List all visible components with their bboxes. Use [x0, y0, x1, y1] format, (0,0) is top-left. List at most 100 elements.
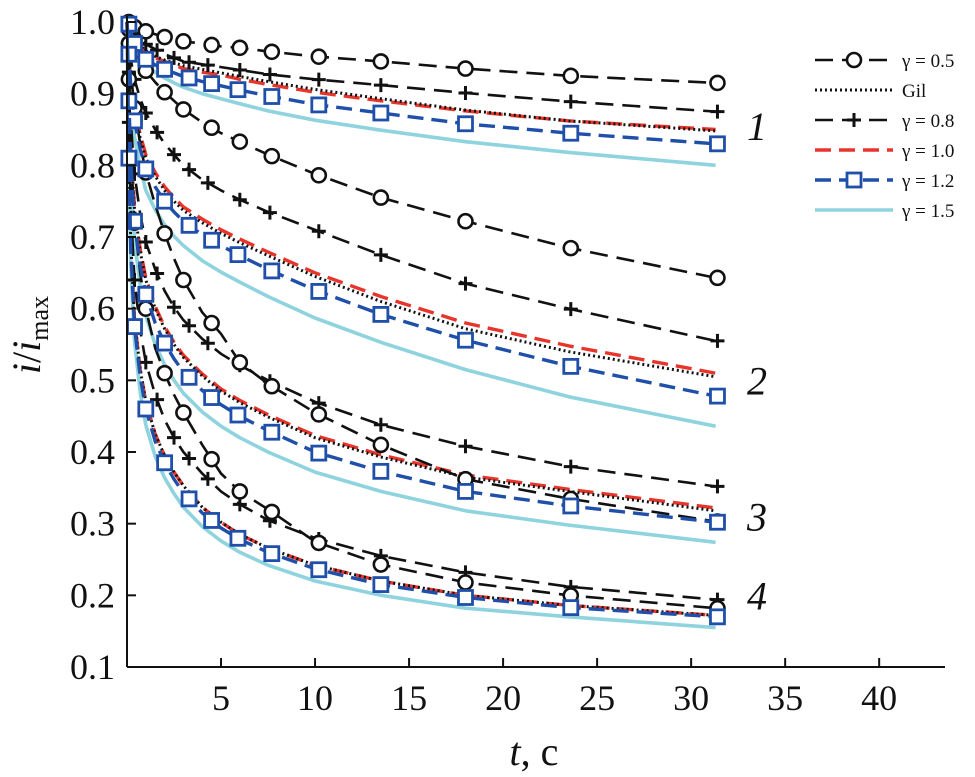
- data-point-circle: [310, 534, 328, 552]
- data-point-square: [137, 160, 155, 178]
- data-point-square: [180, 490, 198, 508]
- data-point-circle: [263, 503, 281, 521]
- data-point-square: [562, 124, 580, 142]
- legend-marker-circle: [845, 51, 863, 69]
- data-point-square: [372, 305, 390, 323]
- y-tick-label: 0.2: [70, 575, 115, 615]
- data-point-plus: [182, 451, 197, 466]
- data-point-square: [562, 497, 580, 515]
- legend-label: γ = 1.2: [901, 171, 954, 192]
- data-point-square: [203, 75, 221, 93]
- x-axis-title: t, c: [510, 729, 559, 774]
- data-point-square: [126, 318, 143, 335]
- legend-item: γ = 1.2: [815, 171, 954, 192]
- data-point-plus: [262, 205, 277, 220]
- data-point-circle: [562, 67, 580, 85]
- data-point-plus: [167, 50, 182, 65]
- data-point-circle: [372, 189, 390, 206]
- series-line: [125, 21, 716, 513]
- data-point-plus: [563, 94, 578, 109]
- data-point-square: [156, 192, 174, 210]
- data-point-square: [137, 400, 155, 418]
- data-point-square: [310, 96, 328, 114]
- y-tick-label: 0.8: [70, 145, 115, 185]
- data-point-square: [372, 576, 390, 593]
- curve-label: 4: [747, 573, 767, 618]
- curve-labels: 1 2 3 4: [746, 104, 767, 618]
- data-point-circle: [231, 354, 249, 371]
- data-point-circle: [457, 574, 474, 591]
- data-point-plus: [182, 318, 197, 333]
- data-point-circle: [175, 101, 192, 118]
- data-point-square: [457, 331, 474, 349]
- data-point-circle: [156, 364, 173, 382]
- data-point-plus: [373, 247, 388, 262]
- data-point-circle: [156, 28, 173, 46]
- data-point-plus: [182, 162, 197, 177]
- data-point-circle: [562, 239, 580, 257]
- series-line: [125, 21, 716, 545]
- series-line: [126, 20, 716, 133]
- curve-label: 1: [747, 104, 767, 149]
- data-point-plus: [150, 43, 165, 58]
- data-point-square: [203, 231, 221, 249]
- series-line: [125, 21, 716, 379]
- data-point-circle: [175, 271, 192, 289]
- y-tick-label: 0.5: [70, 360, 115, 400]
- legend-marker-square: [845, 171, 863, 189]
- data-point-circle: [372, 556, 390, 573]
- series-line: [125, 21, 716, 510]
- data-point-square: [229, 81, 247, 99]
- series-line: [125, 21, 716, 428]
- data-point-square: [457, 483, 474, 500]
- legend-label: γ = 1.5: [901, 201, 954, 222]
- data-point-square: [263, 88, 281, 105]
- data-point-plus: [200, 471, 215, 486]
- data-point-square: [263, 262, 281, 280]
- data-point-square: [310, 444, 328, 462]
- series-1-black-dash-plus: [121, 15, 725, 119]
- data-point-circle: [709, 269, 726, 287]
- data-point-square: [457, 589, 474, 606]
- x-tick-label: 10: [297, 678, 333, 718]
- legend: γ = 0.5 Gil γ = 0.8 γ = 1.0 γ = 1.2 γ = 1.5: [815, 51, 954, 222]
- legend-item: γ = 1.0: [815, 141, 954, 162]
- y-tick-label: 1.0: [70, 2, 115, 42]
- y-tick-label: 0.7: [70, 217, 115, 257]
- data-point-square: [229, 406, 247, 424]
- data-point-square: [709, 387, 726, 405]
- data-point-circle: [203, 119, 220, 137]
- series-2-black-dot: [125, 21, 716, 379]
- data-point-plus: [563, 459, 578, 474]
- data-point-plus: [167, 300, 182, 315]
- data-point-plus: [127, 273, 142, 287]
- y-tick-label: 0.4: [70, 432, 115, 472]
- data-point-square: [562, 357, 580, 375]
- data-point-square: [156, 454, 174, 472]
- data-point-circle: [175, 33, 192, 50]
- legend-label: Gil: [902, 81, 926, 102]
- series-1-black-dash-circle: [120, 13, 726, 92]
- legend-label: γ = 1.0: [901, 141, 954, 162]
- data-point-square: [709, 135, 726, 153]
- y-tick-label: 0.3: [70, 504, 115, 544]
- data-point-circle: [175, 404, 192, 421]
- x-tick-label: 35: [767, 678, 803, 718]
- data-point-square: [180, 69, 198, 87]
- data-point-square: [203, 389, 221, 406]
- data-point-plus: [150, 266, 165, 281]
- y-axis-title: i/imax: [4, 296, 54, 374]
- y-tick-label: 0.1: [70, 647, 115, 687]
- x-tick-label: 5: [212, 678, 230, 718]
- data-point-plus: [200, 175, 215, 190]
- data-point-circle: [263, 147, 281, 165]
- legend-item: γ = 1.5: [815, 201, 954, 222]
- data-point-plus: [167, 430, 182, 445]
- data-point-circle: [372, 436, 390, 454]
- x-tick-label: 15: [391, 678, 427, 718]
- data-point-plus: [458, 85, 473, 100]
- data-point-plus: [182, 55, 197, 70]
- legend-item: γ = 0.5: [815, 51, 954, 72]
- data-point-square: [156, 334, 174, 352]
- series-4-blue-dash-square: [120, 21, 726, 626]
